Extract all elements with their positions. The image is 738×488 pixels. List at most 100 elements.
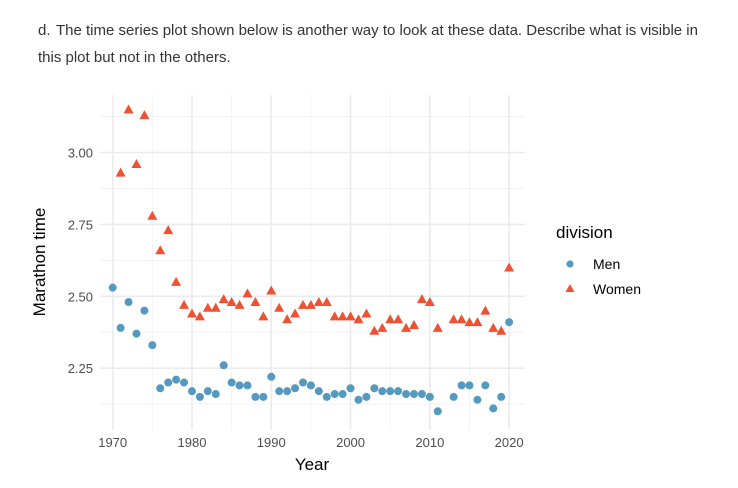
women-point bbox=[163, 225, 174, 235]
men-point bbox=[473, 395, 482, 404]
x-tick-label: 1990 bbox=[257, 435, 286, 450]
men-point bbox=[394, 387, 403, 396]
women-point bbox=[274, 302, 285, 312]
women-point bbox=[401, 322, 412, 332]
men-point bbox=[457, 381, 466, 390]
axis-ticks: 1970 1980 1990 2000 2010 2020 2.25 2.50 2.75 3.00 bbox=[68, 146, 524, 450]
men-point bbox=[433, 407, 442, 416]
men-point bbox=[386, 387, 395, 396]
men-point bbox=[243, 381, 252, 390]
women-point bbox=[258, 311, 269, 321]
men-point bbox=[362, 392, 371, 401]
women-point bbox=[488, 322, 499, 332]
legend-title: division bbox=[556, 223, 613, 242]
men-point bbox=[180, 378, 189, 387]
men-point bbox=[195, 392, 204, 401]
women-point bbox=[171, 276, 182, 286]
men-point bbox=[314, 387, 323, 396]
x-axis-label: Year bbox=[295, 455, 330, 474]
men-point bbox=[417, 390, 426, 399]
women-point bbox=[369, 325, 380, 335]
women-point bbox=[305, 299, 316, 309]
men-point bbox=[322, 392, 331, 401]
x-tick-label: 2000 bbox=[336, 435, 365, 450]
y-tick-label: 2.25 bbox=[68, 361, 93, 376]
men-point bbox=[219, 361, 228, 370]
men-point bbox=[251, 392, 260, 401]
women-point bbox=[424, 297, 435, 307]
question-text: d. The time series plot shown below is an… bbox=[38, 17, 718, 71]
women-point bbox=[242, 288, 253, 298]
men-point bbox=[132, 329, 141, 338]
women-point bbox=[464, 317, 475, 327]
y-axis-label: Marathon time bbox=[30, 208, 49, 317]
women-point bbox=[234, 299, 245, 309]
men-point bbox=[378, 387, 387, 396]
men-point bbox=[148, 341, 157, 350]
women-point bbox=[408, 320, 419, 330]
women-point bbox=[179, 299, 190, 309]
women-point bbox=[321, 297, 332, 307]
men-point bbox=[306, 381, 315, 390]
women-point bbox=[155, 245, 166, 255]
women-point bbox=[250, 297, 261, 307]
women-point bbox=[329, 311, 340, 321]
men-point bbox=[497, 392, 506, 401]
x-tick-label: 1970 bbox=[98, 435, 127, 450]
women-point bbox=[147, 210, 158, 220]
men-point bbox=[140, 306, 149, 315]
men-point bbox=[227, 378, 236, 387]
women-point bbox=[385, 314, 396, 324]
men-point bbox=[298, 378, 307, 387]
women-point bbox=[218, 294, 229, 304]
men-point bbox=[235, 381, 244, 390]
men-point bbox=[211, 390, 220, 399]
men-point bbox=[275, 387, 284, 396]
y-tick-label: 3.00 bbox=[68, 146, 93, 161]
women-point bbox=[361, 308, 372, 318]
legend-women-marker bbox=[565, 284, 575, 292]
legend-men-marker bbox=[566, 260, 574, 268]
women-point bbox=[337, 311, 348, 321]
women-point bbox=[456, 314, 467, 324]
men-point bbox=[425, 392, 434, 401]
women-point bbox=[416, 294, 427, 304]
question-body: The time series plot shown below is anot… bbox=[38, 22, 698, 66]
women-point bbox=[115, 167, 126, 177]
men-point bbox=[116, 323, 125, 332]
men-point bbox=[172, 375, 181, 384]
men-point bbox=[465, 381, 474, 390]
legend-women-label: Women bbox=[593, 281, 641, 297]
men-point bbox=[187, 387, 196, 396]
men-point bbox=[283, 387, 292, 396]
women-point bbox=[353, 314, 364, 324]
legend: division Men Women bbox=[556, 223, 641, 297]
women-point bbox=[226, 297, 237, 307]
men-point bbox=[291, 384, 300, 393]
men-point bbox=[267, 372, 276, 381]
women-point bbox=[290, 308, 301, 318]
men-point bbox=[164, 378, 173, 387]
women-point bbox=[472, 317, 483, 327]
men-point bbox=[346, 384, 355, 393]
women-point bbox=[131, 159, 142, 169]
men-point bbox=[370, 384, 379, 393]
women-point bbox=[432, 322, 443, 332]
women-point bbox=[210, 302, 221, 312]
grid bbox=[100, 95, 525, 430]
x-tick-label: 1980 bbox=[178, 435, 207, 450]
men-point bbox=[505, 318, 514, 327]
x-tick-label: 2020 bbox=[495, 435, 524, 450]
men-point bbox=[203, 387, 212, 396]
women-point bbox=[313, 297, 324, 307]
men-point bbox=[108, 283, 117, 292]
women-point bbox=[123, 104, 134, 114]
y-tick-label: 2.50 bbox=[68, 289, 93, 304]
women-point bbox=[496, 325, 507, 335]
men-point bbox=[124, 298, 133, 307]
women-point bbox=[393, 314, 404, 324]
x-tick-label: 2010 bbox=[415, 435, 444, 450]
women-point bbox=[186, 308, 197, 318]
men-point bbox=[156, 384, 165, 393]
y-tick-label: 2.75 bbox=[68, 217, 93, 232]
